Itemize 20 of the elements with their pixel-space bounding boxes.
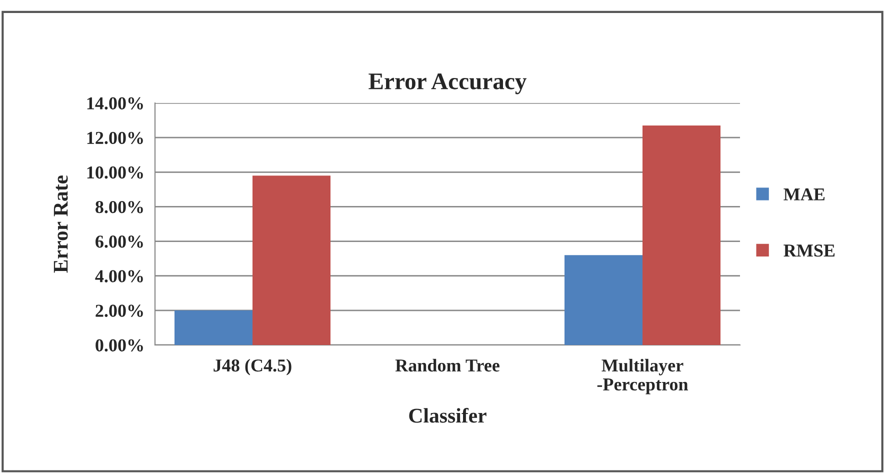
bar [252, 176, 330, 345]
chart-title: Error Accuracy [368, 74, 527, 94]
bar [564, 255, 642, 345]
y-tick-label: 4.00% [95, 270, 143, 282]
bar [174, 310, 252, 345]
x-tick-label: Multilayer -Perceptron [597, 358, 688, 394]
y-tick-label: 14.00% [87, 97, 143, 110]
x-axis-title: Classifer [409, 408, 486, 423]
x-tick-label: J48 (C4.5) [214, 358, 292, 376]
y-tick-label: 10.00% [87, 166, 143, 179]
y-tick-label: 12.00% [87, 132, 143, 144]
y-axis-title: Error Rate [54, 175, 68, 273]
y-tick-label: 0.00% [96, 339, 143, 352]
legend-label: MAE [784, 188, 825, 200]
y-tick-label: 8.00% [96, 200, 143, 214]
y-tick-label: 2.00% [96, 304, 143, 317]
y-tick-label: 6.00% [96, 236, 143, 248]
x-tick-label: Random Tree [395, 358, 500, 372]
legend-label: RMSE [784, 244, 835, 257]
bar [642, 125, 720, 345]
